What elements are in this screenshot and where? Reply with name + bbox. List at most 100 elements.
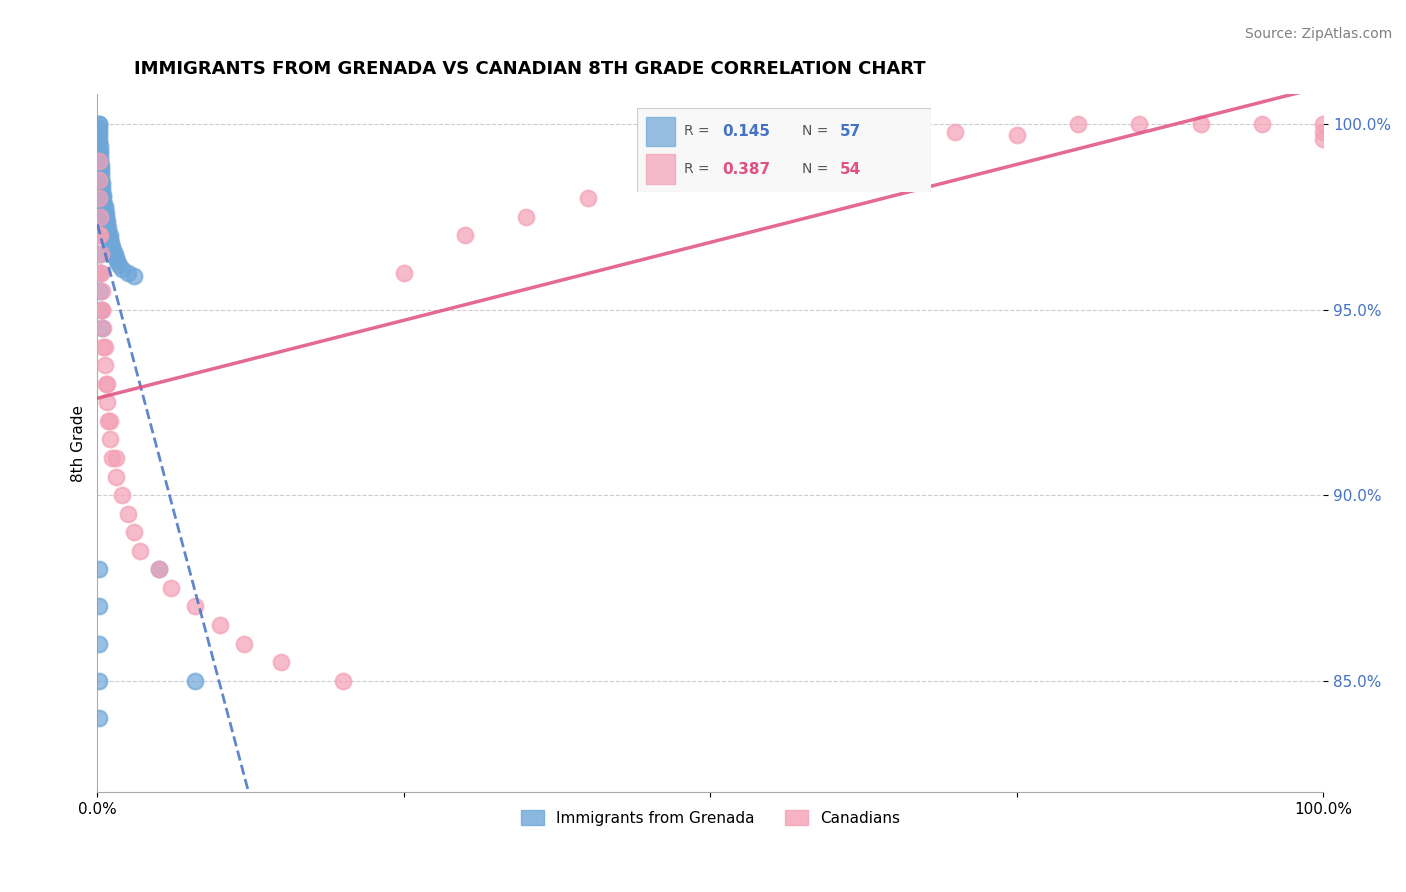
Point — [1312, 117, 1334, 131]
Point — [90, 161, 112, 176]
Point — [94, 210, 117, 224]
Point — [87, 132, 110, 146]
Point — [87, 562, 110, 576]
Point — [104, 251, 127, 265]
Point — [98, 232, 121, 246]
Point — [97, 414, 120, 428]
Point — [208, 618, 231, 632]
Text: IMMIGRANTS FROM GRENADA VS CANADIAN 8TH GRADE CORRELATION CHART: IMMIGRANTS FROM GRENADA VS CANADIAN 8TH … — [134, 60, 925, 78]
Point — [184, 673, 207, 688]
Point — [89, 151, 111, 165]
Point — [98, 228, 121, 243]
Point — [270, 655, 292, 669]
Point — [104, 469, 127, 483]
Point — [87, 636, 110, 650]
Point — [111, 488, 134, 502]
Point — [111, 261, 134, 276]
Point — [89, 266, 111, 280]
Text: Source: ZipAtlas.com: Source: ZipAtlas.com — [1244, 27, 1392, 41]
Point — [945, 124, 967, 138]
Point — [87, 136, 110, 150]
Point — [100, 235, 122, 250]
Legend: Immigrants from Grenada, Canadians: Immigrants from Grenada, Canadians — [513, 802, 908, 833]
Point — [1189, 117, 1212, 131]
Point — [96, 217, 118, 231]
Point — [93, 359, 115, 373]
Point — [91, 302, 114, 317]
Point — [101, 450, 124, 465]
Point — [821, 117, 844, 131]
Point — [90, 158, 112, 172]
Point — [89, 146, 111, 161]
Point — [96, 376, 118, 391]
Point — [87, 247, 110, 261]
Point — [105, 254, 128, 268]
Point — [101, 239, 124, 253]
Point — [1005, 128, 1028, 143]
Point — [103, 247, 125, 261]
Point — [87, 117, 110, 131]
Point — [87, 673, 110, 688]
Point — [87, 210, 110, 224]
Point — [87, 120, 110, 135]
Point — [148, 562, 170, 576]
Point — [93, 340, 115, 354]
Point — [89, 154, 111, 169]
Point — [91, 284, 114, 298]
Point — [332, 673, 354, 688]
Point — [122, 269, 145, 284]
Point — [87, 228, 110, 243]
Point — [1312, 132, 1334, 146]
Point — [160, 581, 183, 595]
Point — [89, 210, 111, 224]
Point — [89, 284, 111, 298]
Point — [122, 525, 145, 540]
Point — [699, 154, 721, 169]
Point — [576, 191, 599, 205]
Point — [117, 507, 139, 521]
Point — [90, 247, 112, 261]
Point — [93, 194, 115, 209]
Point — [90, 169, 112, 183]
Point — [883, 117, 905, 131]
Point — [90, 266, 112, 280]
Point — [148, 562, 170, 576]
Point — [233, 636, 256, 650]
Point — [93, 199, 115, 213]
Point — [90, 165, 112, 179]
Point — [638, 173, 661, 187]
Point — [87, 154, 110, 169]
Point — [87, 173, 110, 187]
Point — [91, 184, 114, 198]
Point — [87, 228, 110, 243]
Point — [90, 302, 112, 317]
Point — [89, 228, 111, 243]
Point — [89, 266, 111, 280]
Point — [761, 136, 783, 150]
Point — [103, 244, 125, 258]
Point — [89, 143, 111, 157]
Point — [93, 187, 115, 202]
Point — [97, 225, 120, 239]
Y-axis label: 8th Grade: 8th Grade — [72, 405, 86, 482]
Point — [98, 414, 121, 428]
Point — [392, 266, 415, 280]
Point — [87, 711, 110, 725]
Point — [93, 340, 115, 354]
Point — [93, 202, 115, 217]
Point — [87, 128, 110, 143]
Point — [454, 228, 477, 243]
Point — [90, 173, 112, 187]
Point — [93, 321, 115, 335]
Point — [91, 321, 114, 335]
Point — [87, 599, 110, 614]
Point — [93, 191, 115, 205]
Point — [91, 177, 114, 191]
Point — [184, 599, 207, 614]
Point — [515, 210, 537, 224]
Point — [91, 302, 114, 317]
Point — [1312, 124, 1334, 138]
Point — [117, 266, 139, 280]
Point — [87, 191, 110, 205]
Point — [108, 258, 131, 272]
